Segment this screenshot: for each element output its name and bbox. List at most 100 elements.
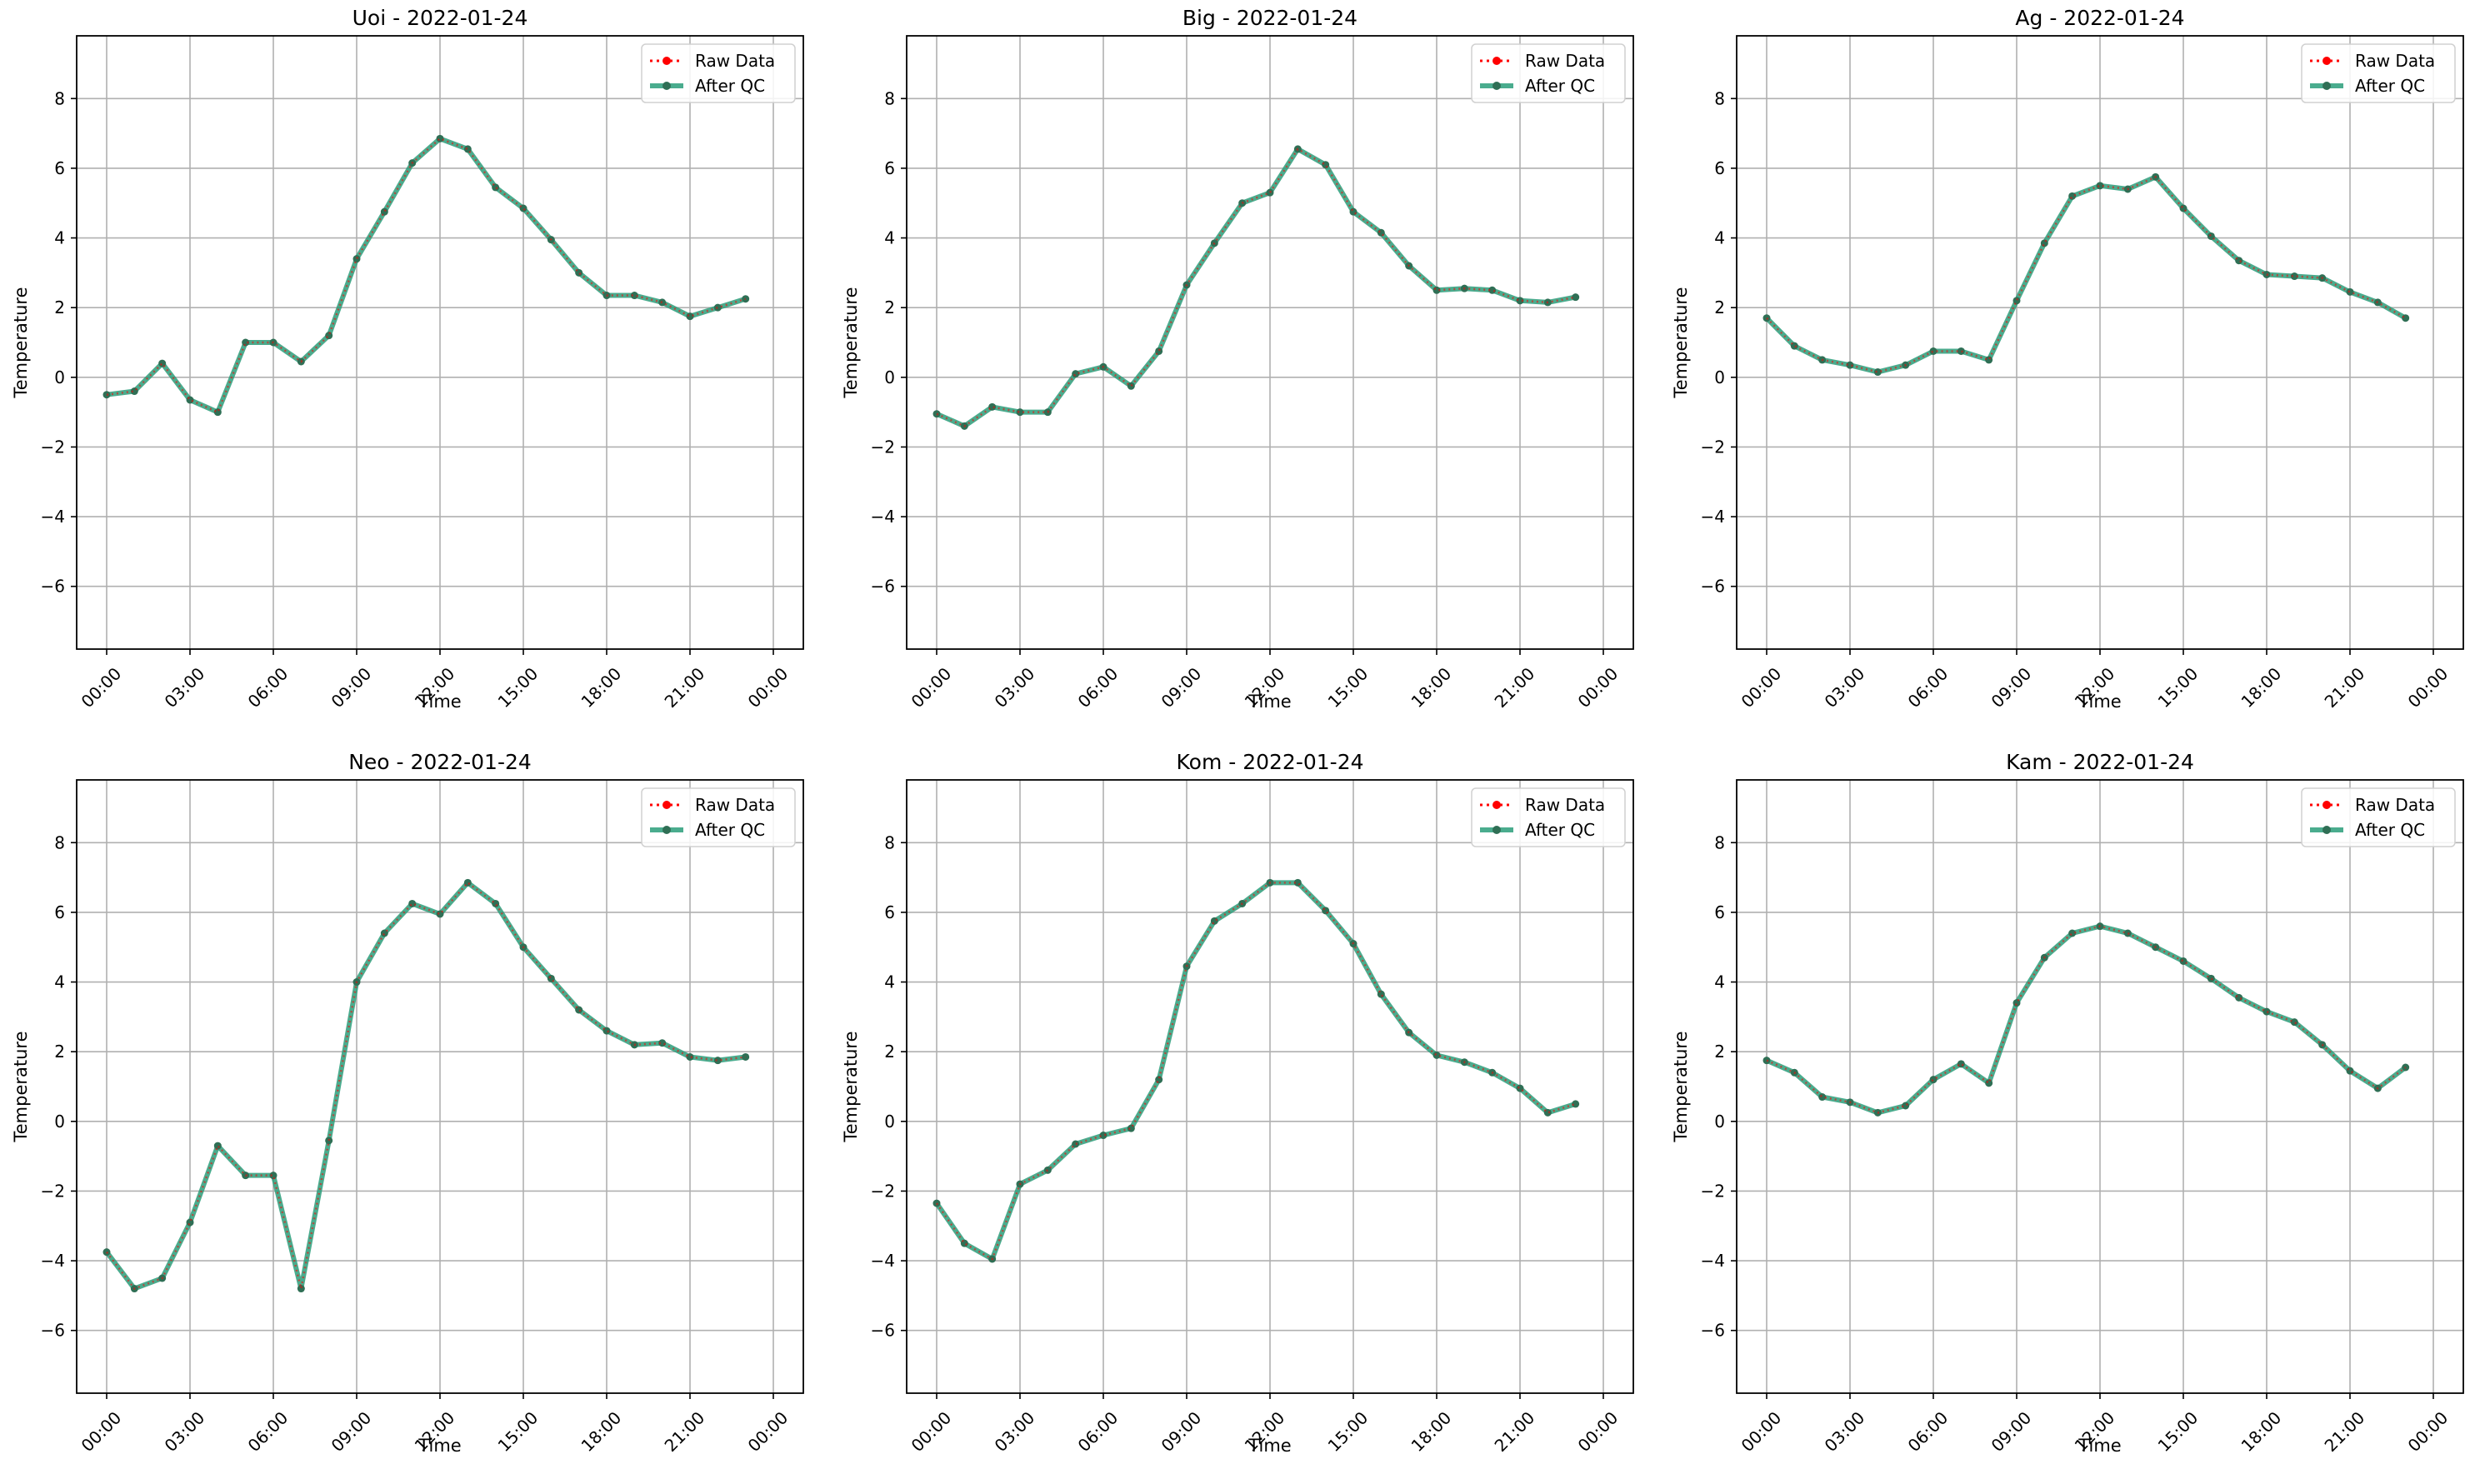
subplot-3: 00:00 03:00 06:00 09:00 12:00 15:00 18:00 21:00…	[11, 750, 804, 1456]
x-tick-label: 00:00	[908, 663, 956, 712]
after-qc-point	[2346, 1067, 2354, 1075]
after-qc-line	[1764, 174, 2408, 375]
y-tick-label: −6	[1701, 1321, 1725, 1341]
x-tick-label: 00:00	[2404, 1407, 2452, 1456]
after-qc-point	[2207, 974, 2215, 982]
y-tick-label: −2	[1701, 1181, 1725, 1201]
legend-raw-data-label: Raw Data	[695, 51, 775, 71]
x-tick-label: 09:00	[1158, 663, 1206, 712]
after-qc-point	[463, 878, 472, 887]
x-tick-label: 06:00	[1074, 1407, 1122, 1456]
after-qc-point	[1322, 907, 1330, 915]
after-qc-point	[1516, 297, 1524, 305]
after-qc-point	[2040, 239, 2048, 247]
after-qc-point	[380, 207, 388, 216]
y-tick-label: 4	[884, 228, 895, 248]
y-tick-label: −6	[871, 1321, 895, 1341]
x-tick-label: 03:00	[161, 663, 209, 712]
y-tick-label: −4	[41, 1251, 65, 1271]
after-qc-point	[297, 1285, 305, 1293]
y-tick-label: 6	[884, 158, 895, 178]
y-tick-label: 6	[1714, 158, 1725, 178]
x-tick-label: 00:00	[908, 1407, 956, 1456]
after-qc-point	[2402, 314, 2410, 322]
x-tick-label: 03:00	[1821, 1407, 1869, 1456]
y-tick-label: 2	[54, 1042, 65, 1062]
after-qc-point	[1349, 207, 1358, 216]
y-tick-label: −2	[871, 1181, 895, 1201]
legend: Raw Data After QC	[641, 787, 796, 847]
x-tick-label: 18:00	[2238, 1407, 2286, 1456]
legend: Raw Data After QC	[641, 43, 796, 103]
x-tick-label: 03:00	[991, 1407, 1039, 1456]
y-tick-label: −2	[1701, 437, 1725, 457]
after-qc-point	[242, 338, 250, 347]
after-qc-point	[1790, 342, 1798, 350]
after-qc-point	[2346, 287, 2354, 296]
after-qc-point	[436, 134, 444, 142]
subplot-5: 00:00 03:00 06:00 09:00 12:00 15:00 18:00 21:00…	[1671, 750, 2464, 1456]
x-tick-label: 00:00	[1738, 663, 1786, 712]
legend-raw-data-marker	[662, 801, 671, 809]
x-tick-label: 06:00	[244, 1407, 292, 1456]
legend-raw-data-label: Raw Data	[695, 795, 775, 815]
x-tick-label: 18:00	[578, 1407, 626, 1456]
x-tick-label: 06:00	[244, 663, 292, 712]
legend-raw-data-marker	[1492, 57, 1501, 65]
after-qc-point	[492, 183, 500, 192]
legend: Raw Data After QC	[1471, 787, 1626, 847]
after-qc-point	[463, 145, 472, 153]
x-axis-label: Time	[418, 1436, 461, 1456]
after-qc-point	[1957, 347, 1965, 355]
after-qc-point	[2068, 929, 2077, 937]
after-qc-point	[2123, 929, 2132, 937]
x-axis-label: Time	[2078, 692, 2121, 712]
after-qc-point	[2207, 232, 2215, 240]
y-tick-label: 4	[1714, 972, 1725, 992]
legend-raw-data-marker	[1492, 801, 1501, 809]
legend-after-qc-label: After QC	[695, 820, 765, 840]
y-tick-label: 6	[1714, 902, 1725, 922]
x-tick-label: 21:00	[1491, 1407, 1539, 1456]
legend-after-qc-label: After QC	[2355, 820, 2425, 840]
axes-frame	[1736, 779, 2464, 1394]
legend-after-qc-label: After QC	[695, 76, 765, 96]
after-qc-point	[1210, 917, 1218, 925]
y-tick-label: 2	[1714, 297, 1725, 317]
y-tick-label: −6	[41, 577, 65, 597]
after-qc-point	[1488, 286, 1497, 294]
x-tick-label: 21:00	[661, 663, 709, 712]
after-qc-point	[1572, 1100, 1580, 1108]
chart-title: Neo - 2022-01-24	[348, 750, 532, 774]
y-tick-label: 4	[54, 228, 65, 248]
y-tick-label: 6	[884, 902, 895, 922]
legend: Raw Data After QC	[2301, 787, 2456, 847]
y-tick-label: 0	[884, 1112, 895, 1132]
after-qc-point	[1043, 1166, 1052, 1174]
legend: Raw Data After QC	[2301, 43, 2456, 103]
y-tick-label: −4	[1701, 507, 1725, 527]
x-tick-label: 15:00	[1324, 663, 1372, 712]
y-tick-label: 8	[54, 88, 65, 108]
x-tick-label: 00:00	[78, 663, 126, 712]
axes-frame	[906, 35, 1634, 650]
legend-raw-data-label: Raw Data	[2355, 795, 2435, 815]
y-tick-label: 8	[1714, 832, 1725, 852]
series-raw-data	[106, 881, 746, 1290]
y-tick-label: 8	[1714, 88, 1725, 108]
x-tick-label: 03:00	[1821, 663, 1869, 712]
legend-raw-data-label: Raw Data	[1525, 795, 1605, 815]
y-tick-label: 0	[884, 367, 895, 387]
x-tick-label: 15:00	[494, 1407, 542, 1456]
series-after-qc	[1762, 172, 2410, 377]
after-qc-point	[1155, 347, 1163, 355]
y-tick-label: 4	[1714, 228, 1725, 248]
x-tick-label: 03:00	[161, 1407, 209, 1456]
axes-frame	[76, 779, 804, 1394]
y-axis-label: Temperature	[841, 287, 861, 398]
after-qc-point	[686, 1052, 694, 1061]
raw-data-line	[936, 147, 1576, 427]
x-tick-label: 15:00	[2154, 1407, 2202, 1456]
y-axis-label: Temperature	[1671, 1031, 1691, 1142]
x-tick-label: 21:00	[2321, 663, 2369, 712]
